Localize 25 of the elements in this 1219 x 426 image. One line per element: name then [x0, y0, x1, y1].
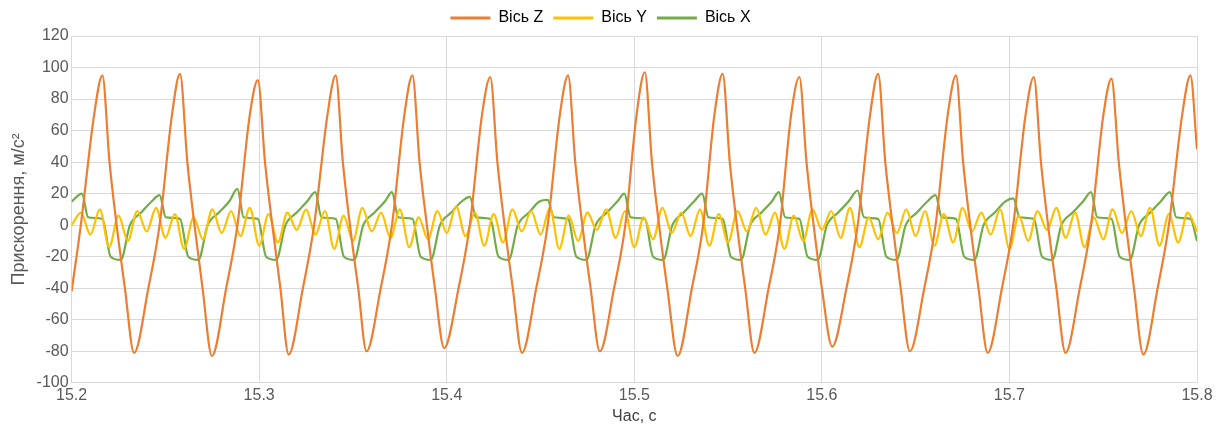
y-tick-label: 20	[50, 184, 69, 202]
line-series	[71, 205, 1197, 250]
line-series	[71, 71, 1197, 358]
y-tick-label: 0	[59, 215, 69, 233]
legend-label: Вісь Y	[601, 8, 648, 26]
y-tick-label: 60	[50, 120, 69, 138]
y-tick-label: 120	[41, 26, 69, 44]
y-tick-label: -20	[45, 247, 69, 265]
y-tick-label: -60	[45, 310, 69, 328]
y-tick-label: 40	[50, 152, 69, 170]
y-tick-label: 100	[41, 57, 69, 75]
x-tick-label: 15.6	[806, 385, 838, 403]
x-axis-title: Час, с	[612, 407, 657, 425]
legend-label: Вісь X	[704, 8, 751, 26]
x-tick-label: 15.8	[1181, 385, 1213, 403]
y-axis-title: Прискорення, м/с²	[7, 133, 28, 286]
line-series	[71, 187, 1197, 261]
y-tick-label: -40	[45, 278, 69, 296]
legend-label: Вісь Z	[498, 8, 544, 26]
x-tick-label: 15.3	[243, 385, 275, 403]
y-tick-label: -80	[45, 341, 69, 359]
x-tick-label: 15.5	[618, 385, 650, 403]
y-tick-label: 80	[50, 89, 69, 107]
x-tick-label: 15.7	[993, 385, 1026, 403]
x-tick-label: 15.4	[431, 385, 463, 403]
